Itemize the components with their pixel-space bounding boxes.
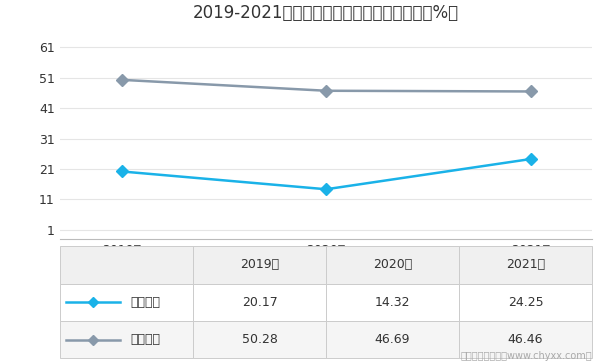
Text: 2021年: 2021年 <box>506 258 545 272</box>
Text: 46.46: 46.46 <box>508 333 543 346</box>
FancyBboxPatch shape <box>326 246 459 283</box>
Text: 14.32: 14.32 <box>375 296 410 309</box>
FancyBboxPatch shape <box>459 283 592 321</box>
FancyBboxPatch shape <box>459 321 592 358</box>
FancyBboxPatch shape <box>326 283 459 321</box>
FancyBboxPatch shape <box>193 283 326 321</box>
FancyBboxPatch shape <box>60 283 193 321</box>
Text: 制图：智研咨询（www.chyxx.com）: 制图：智研咨询（www.chyxx.com） <box>460 351 592 361</box>
FancyBboxPatch shape <box>193 246 326 283</box>
Text: 20.17: 20.17 <box>242 296 278 309</box>
FancyBboxPatch shape <box>193 321 326 358</box>
Text: 50.28: 50.28 <box>242 333 278 346</box>
Text: 航新科技: 航新科技 <box>131 296 161 309</box>
Text: 46.69: 46.69 <box>375 333 410 346</box>
FancyBboxPatch shape <box>60 321 193 358</box>
FancyBboxPatch shape <box>459 246 592 283</box>
Text: 2019年: 2019年 <box>240 258 279 272</box>
FancyBboxPatch shape <box>60 246 193 283</box>
Title: 2019-2021年两家企业航空维修业务毛利率（%）: 2019-2021年两家企业航空维修业务毛利率（%） <box>193 4 459 22</box>
FancyBboxPatch shape <box>326 321 459 358</box>
Text: 2020年: 2020年 <box>373 258 412 272</box>
Text: 安达维尔: 安达维尔 <box>131 333 161 346</box>
Text: 24.25: 24.25 <box>508 296 543 309</box>
